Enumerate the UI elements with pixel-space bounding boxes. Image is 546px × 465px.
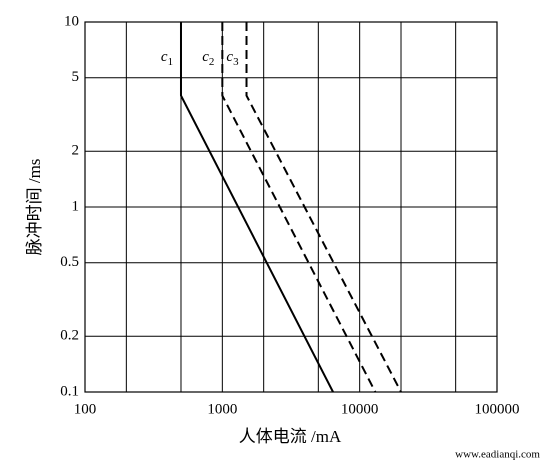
curve-label: c2 bbox=[202, 49, 214, 67]
y-axis-label: 脉冲时间 /ms bbox=[25, 159, 44, 256]
x-axis-label: 人体电流 /mA bbox=[239, 427, 342, 446]
curve-label: c1 bbox=[161, 49, 173, 67]
x-tick-label: 1000 bbox=[207, 401, 237, 417]
curve-label: c3 bbox=[226, 49, 239, 67]
x-tick-label: 10000 bbox=[341, 401, 379, 417]
curve bbox=[245, 22, 402, 393]
y-tick-label: 10 bbox=[64, 13, 79, 29]
curve bbox=[221, 22, 377, 393]
x-tick-label: 100000 bbox=[475, 401, 520, 417]
y-tick-label: 2 bbox=[72, 143, 80, 159]
y-tick-label: 5 bbox=[72, 69, 80, 85]
y-tick-label: 0.2 bbox=[60, 328, 79, 344]
y-tick-label: 0.5 bbox=[60, 254, 79, 270]
x-tick-label: 100 bbox=[74, 401, 97, 417]
y-tick-label: 0.1 bbox=[60, 383, 79, 399]
curve bbox=[179, 22, 334, 393]
watermark: www.eadianqi.com bbox=[455, 449, 540, 461]
y-tick-label: 1 bbox=[72, 198, 80, 214]
